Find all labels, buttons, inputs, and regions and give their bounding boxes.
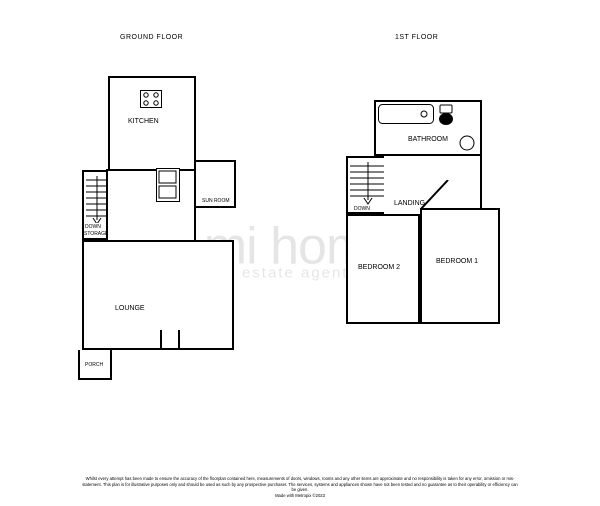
disclaimer-line1: Whilst every attempt has been made to en… — [86, 476, 483, 481]
wall-segment — [160, 330, 162, 350]
wall-segment — [194, 169, 196, 242]
basin-icon — [458, 134, 476, 152]
lounge-room — [82, 240, 234, 350]
angled-wall — [420, 180, 450, 212]
hob-icon — [140, 90, 162, 108]
ground-floor-title: GROUND FLOOR — [120, 34, 183, 41]
wc-icon — [438, 104, 458, 126]
sink-icon — [156, 168, 180, 202]
floorplan-canvas: mi home estate agents GROUND FLOOR 1ST F… — [0, 0, 600, 506]
sunroom-label: SUN ROOM — [202, 198, 230, 204]
lounge-label: LOUNGE — [115, 305, 145, 312]
first-floor-title: 1ST FLOOR — [395, 34, 438, 41]
bedroom2-label: BEDROOM 2 — [358, 264, 400, 271]
bathroom-label: BATHROOM — [408, 136, 448, 143]
landing-label: LANDING — [394, 200, 425, 207]
wall-segment — [178, 330, 180, 350]
disclaimer-line4: Made with Metropix ©2023 — [275, 493, 325, 498]
bedroom1-label: BEDROOM 1 — [436, 258, 478, 265]
bath-icon — [378, 104, 434, 124]
down-label-first: DOWN — [354, 206, 370, 212]
down-label-ground: DOWN — [85, 224, 101, 230]
bedroom1-room — [420, 208, 500, 324]
disclaimer-text: Whilst every attempt has been made to en… — [80, 476, 520, 498]
kitchen-label: KITCHEN — [128, 118, 159, 125]
porch-label: PORCH — [85, 362, 103, 368]
storage-label: STORAGE — [84, 231, 108, 237]
